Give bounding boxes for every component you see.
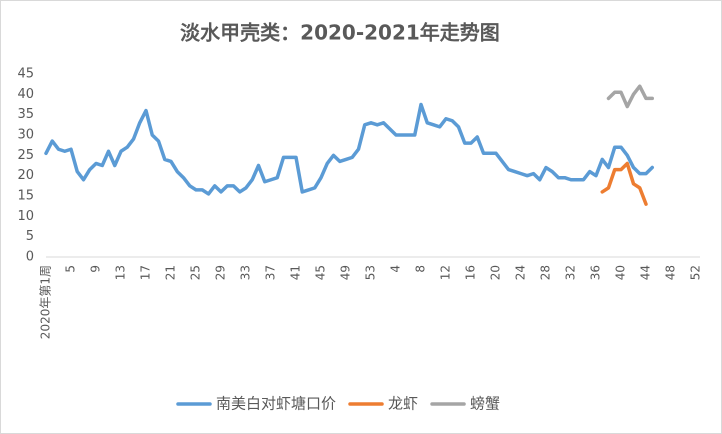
x-tick-label: 8 — [414, 265, 428, 273]
legend-label: 螃蟹 — [470, 395, 500, 413]
y-tick-label: 15 — [17, 189, 34, 204]
y-tick-label: 25 — [17, 148, 34, 163]
x-tick-label: 13 — [114, 265, 128, 280]
x-tick-label: 17 — [139, 265, 153, 280]
x-tick-label: 44 — [639, 265, 653, 280]
legend-label: 龙虾 — [388, 395, 418, 413]
series-line — [44, 102, 654, 196]
x-tick-label: 24 — [514, 265, 528, 280]
x-tick-label: 41 — [289, 265, 303, 280]
x-tick-label: 9 — [89, 265, 103, 273]
x-tick-label: 52 — [689, 265, 703, 280]
x-tick-label: 12 — [439, 265, 453, 280]
x-tick-label: 20 — [489, 265, 503, 280]
x-tick-label: 5 — [64, 265, 78, 273]
legend-label: 南美白对虾塘口价 — [216, 395, 336, 413]
chart-title: 淡水甲壳类：2020-2021年走势图 — [180, 21, 500, 45]
x-tick-label: 48 — [664, 265, 678, 280]
series-line — [600, 161, 648, 206]
y-tick-label: 45 — [17, 67, 34, 82]
y-tick-label: 40 — [17, 87, 34, 102]
y-tick-label: 20 — [17, 168, 34, 183]
x-tick-label: 28 — [539, 265, 553, 280]
x-tick-label: 37 — [264, 265, 278, 280]
y-tick-label: 5 — [26, 229, 34, 244]
x-tick-label: 33 — [239, 265, 253, 280]
x-tick-label: 32 — [564, 265, 578, 280]
y-tick-label: 30 — [17, 128, 34, 143]
x-tick-label: 53 — [364, 265, 378, 280]
x-tick-label: 21 — [164, 265, 178, 280]
series-line — [606, 84, 654, 109]
x-tick-label: 16 — [464, 265, 478, 280]
x-tick-label: 2020年第1周 — [39, 265, 53, 339]
x-tick-label: 36 — [589, 265, 603, 280]
x-tick-label: 49 — [339, 265, 353, 280]
x-tick-label: 29 — [214, 265, 228, 280]
x-tick-label: 4 — [389, 265, 403, 273]
x-tick-label: 45 — [314, 265, 328, 280]
y-tick-label: 0 — [26, 250, 34, 265]
x-tick-label: 25 — [189, 265, 203, 280]
y-tick-label: 10 — [17, 209, 34, 224]
x-tick-label: 40 — [614, 265, 628, 280]
y-tick-label: 35 — [17, 107, 34, 122]
